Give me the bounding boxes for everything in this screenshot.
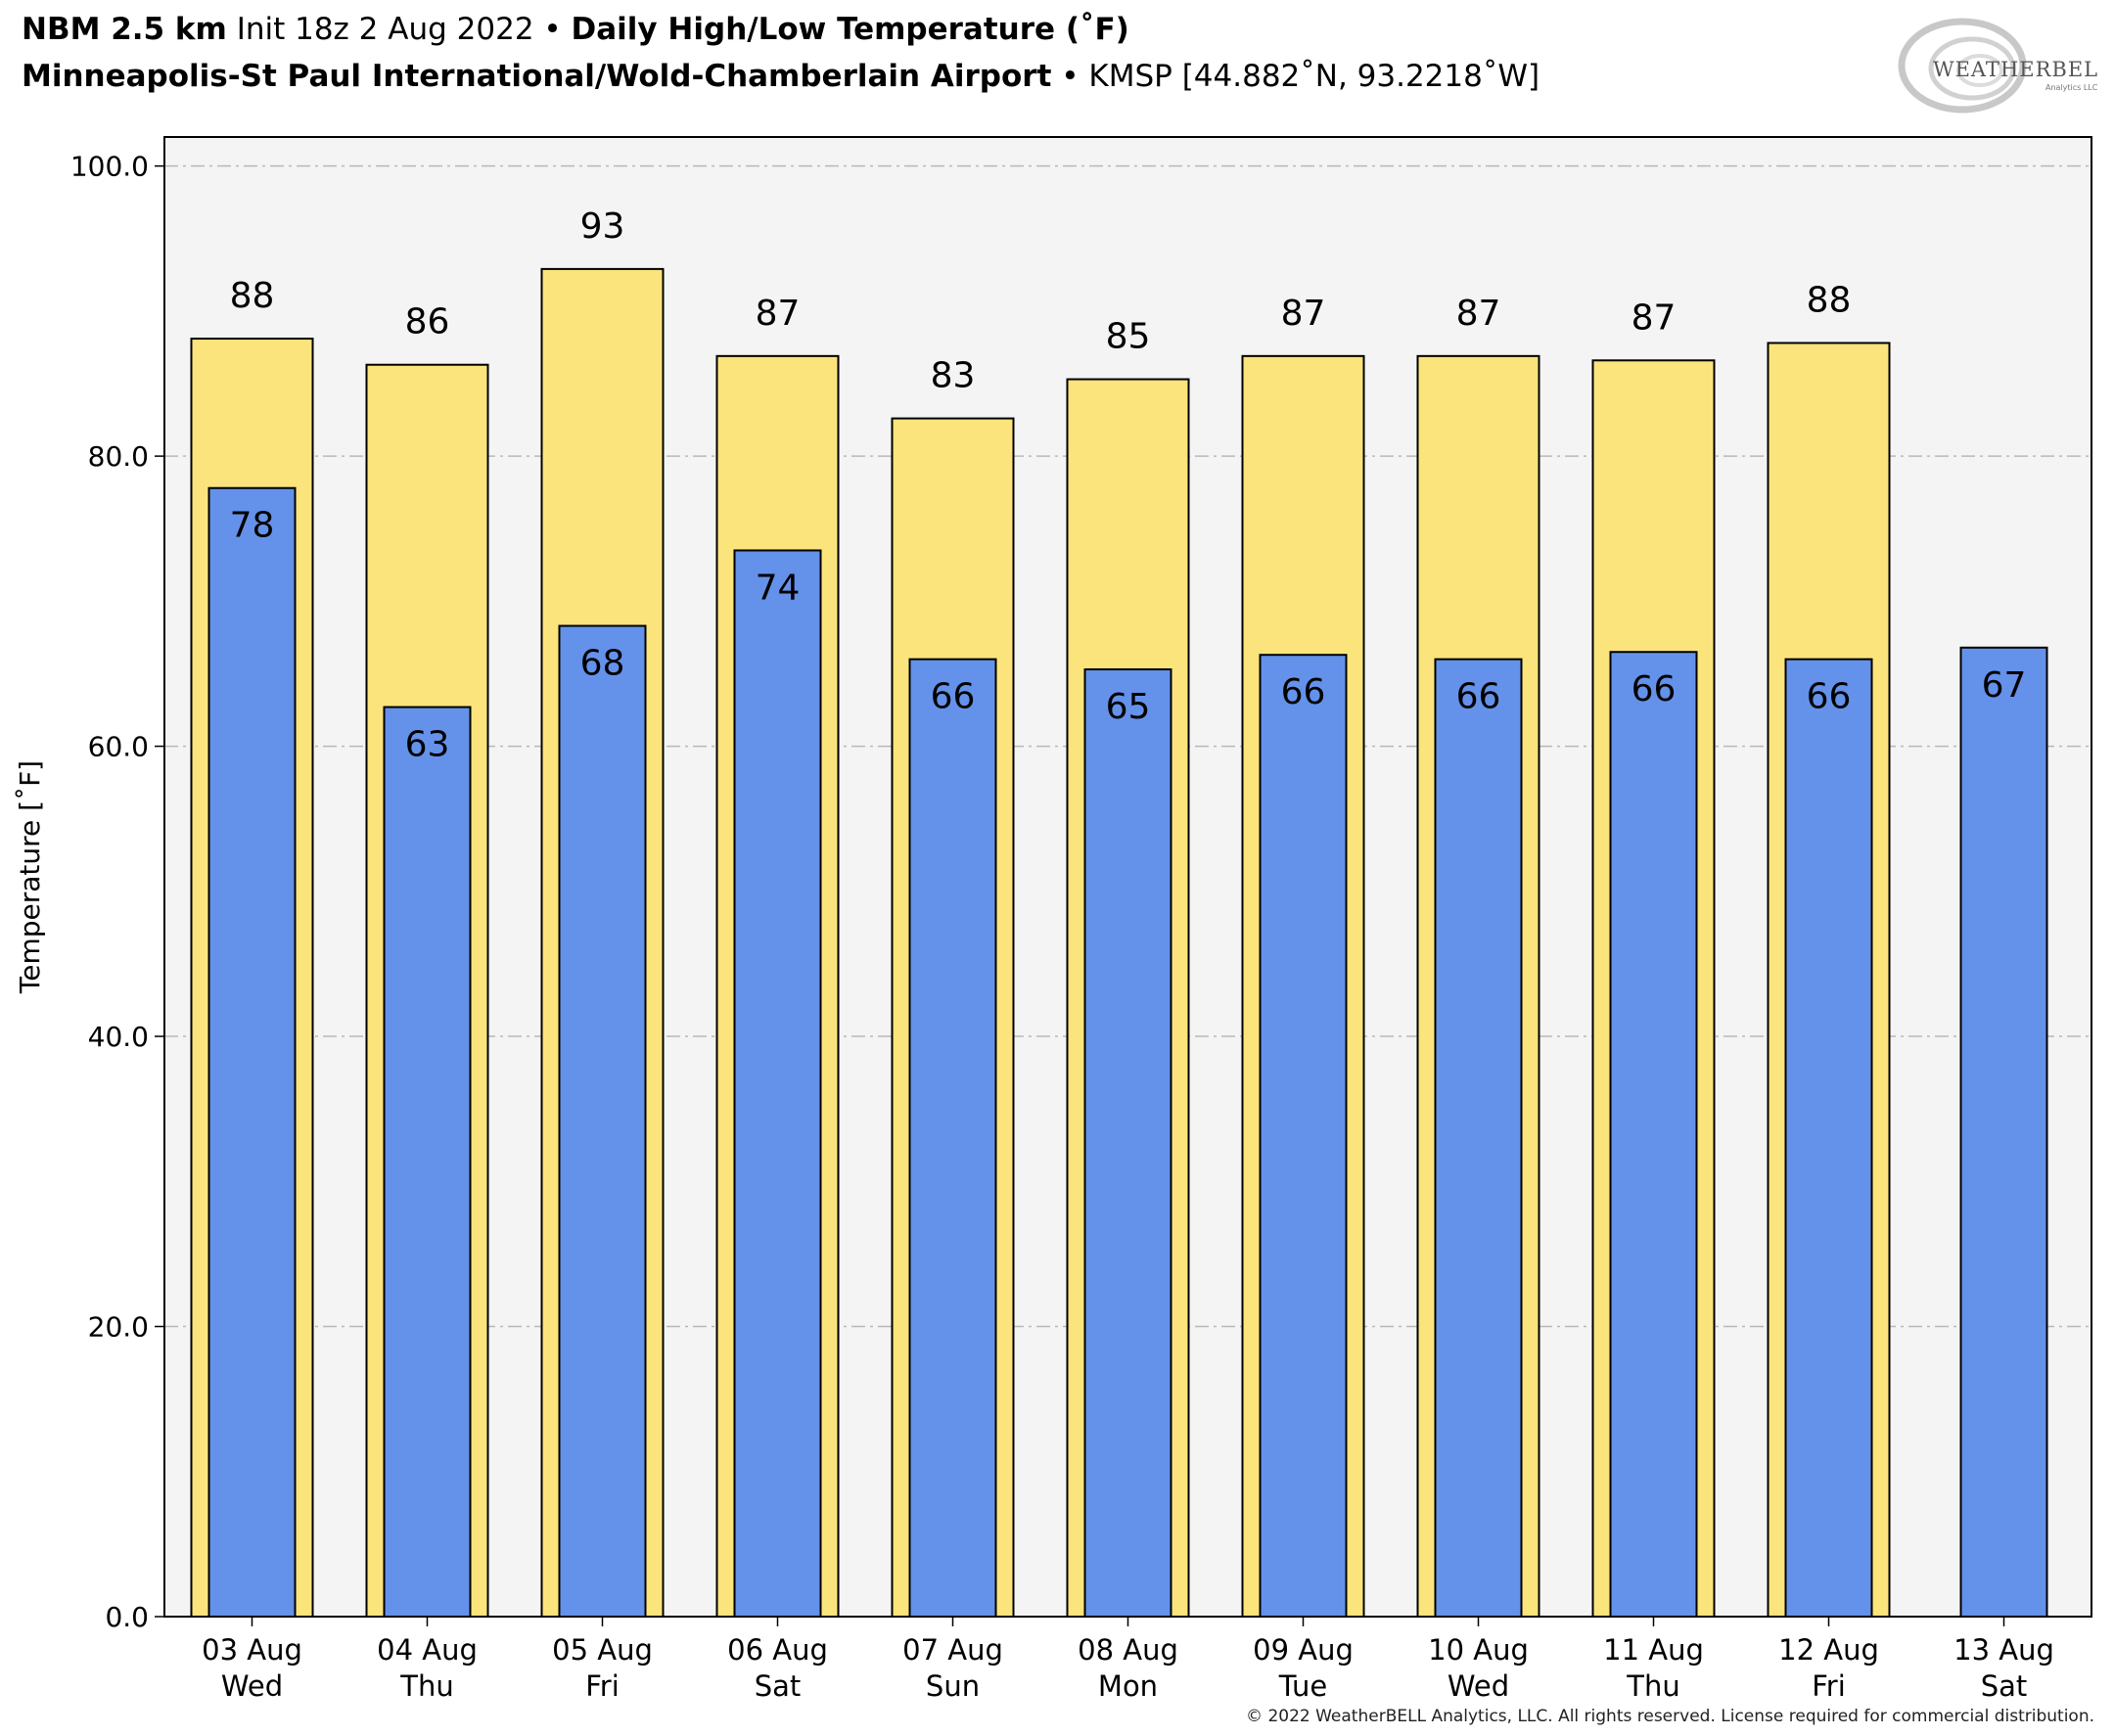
x-tick-label-date: 05 Aug xyxy=(552,1633,653,1667)
weatherbell-logo: WEATHERBELL Analytics LLC xyxy=(1898,18,2099,114)
x-tick-label-weekday: Fri xyxy=(1812,1669,1846,1703)
x-tick-label-weekday: Wed xyxy=(221,1669,283,1703)
y-axis-label: Temperature [˚F] xyxy=(14,760,46,994)
x-tick-label-date: 06 Aug xyxy=(727,1633,828,1667)
high-temp-label: 87 xyxy=(1456,294,1501,334)
low-temp-label: 78 xyxy=(230,506,275,546)
x-tick-label-weekday: Fri xyxy=(585,1669,620,1703)
low-temp-bar xyxy=(1609,651,1698,1618)
low-temp-bar xyxy=(733,549,822,1618)
high-temp-label: 83 xyxy=(931,356,976,396)
title-model: NBM 2.5 km xyxy=(22,12,227,47)
x-tick-label-weekday: Sat xyxy=(755,1669,802,1703)
x-tick-label-date: 11 Aug xyxy=(1603,1633,1704,1667)
low-temp-label: 66 xyxy=(1807,677,1852,717)
low-temp-bar xyxy=(1434,658,1523,1618)
x-tick-label-date: 04 Aug xyxy=(377,1633,478,1667)
low-temp-bar xyxy=(908,658,997,1618)
x-tick-label-date: 12 Aug xyxy=(1778,1633,1879,1667)
high-temp-label: 86 xyxy=(405,302,450,343)
x-tick-label-weekday: Sun xyxy=(926,1669,980,1703)
low-temp-bar xyxy=(558,624,647,1618)
x-tick-label-date: 10 Aug xyxy=(1428,1633,1529,1667)
x-tick-label-weekday: Mon xyxy=(1098,1669,1158,1703)
title-init: Init 18z 2 Aug 2022 • xyxy=(226,12,572,47)
high-temp-label: 87 xyxy=(756,294,801,334)
high-temp-label: 88 xyxy=(1807,280,1852,320)
x-tick-label-weekday: Thu xyxy=(1626,1669,1679,1703)
low-temp-label: 74 xyxy=(756,568,801,608)
y-tick-label: 80.0 xyxy=(88,440,149,473)
y-tick-label: 40.0 xyxy=(88,1021,149,1053)
x-tick-label-date: 13 Aug xyxy=(1953,1633,2054,1667)
x-tick-label-date: 08 Aug xyxy=(1078,1633,1178,1667)
subtitle-coords: • KMSP [44.882˚N, 93.2218˚W] xyxy=(1051,59,1540,94)
subtitle-station: Minneapolis-St Paul International/Wold-C… xyxy=(22,59,1052,94)
y-tick-label: 60.0 xyxy=(88,731,149,763)
low-temp-label: 66 xyxy=(931,677,976,717)
x-tick-label-weekday: Sat xyxy=(1981,1669,2028,1703)
copyright-notice: © 2022 WeatherBELL Analytics, LLC. All r… xyxy=(1246,1707,2094,1726)
svg-text:Analytics LLC: Analytics LLC xyxy=(2045,83,2098,92)
low-temp-bar xyxy=(1083,668,1172,1618)
high-temp-label: 93 xyxy=(580,206,625,247)
low-temp-label: 66 xyxy=(1281,672,1326,712)
svg-text:WEATHERBELL: WEATHERBELL xyxy=(1933,58,2099,81)
high-temp-label: 87 xyxy=(1281,294,1326,334)
low-temp-label: 67 xyxy=(1982,665,2027,706)
chart-title: NBM 2.5 km Init 18z 2 Aug 2022 • Daily H… xyxy=(22,12,1129,47)
title-variable: Daily High/Low Temperature (˚F) xyxy=(571,12,1129,47)
x-tick-label-weekday: Wed xyxy=(1448,1669,1509,1703)
low-temp-bar xyxy=(1784,658,1873,1618)
x-tick-label-date: 07 Aug xyxy=(902,1633,1003,1667)
low-temp-bar xyxy=(1259,654,1348,1618)
y-tick-label: 20.0 xyxy=(88,1311,149,1344)
y-tick-label: 0.0 xyxy=(105,1601,149,1633)
chart-subtitle: Minneapolis-St Paul International/Wold-C… xyxy=(22,59,1540,94)
low-temp-label: 68 xyxy=(580,644,625,684)
low-temp-label: 66 xyxy=(1631,669,1677,709)
y-tick-label: 100.0 xyxy=(70,151,149,183)
x-tick-label-weekday: Tue xyxy=(1278,1669,1328,1703)
x-tick-label-weekday: Thu xyxy=(399,1669,453,1703)
high-temp-label: 87 xyxy=(1631,297,1677,338)
low-temp-bar xyxy=(207,486,297,1619)
low-temp-bar xyxy=(1959,646,2048,1618)
low-temp-label: 66 xyxy=(1456,677,1501,717)
low-temp-label: 65 xyxy=(1106,687,1151,727)
x-tick-label-date: 03 Aug xyxy=(202,1633,302,1667)
low-temp-bar xyxy=(383,706,472,1618)
x-tick-label-date: 09 Aug xyxy=(1253,1633,1354,1667)
high-temp-label: 88 xyxy=(230,276,275,316)
high-temp-label: 85 xyxy=(1106,317,1151,357)
low-temp-label: 63 xyxy=(405,725,450,765)
